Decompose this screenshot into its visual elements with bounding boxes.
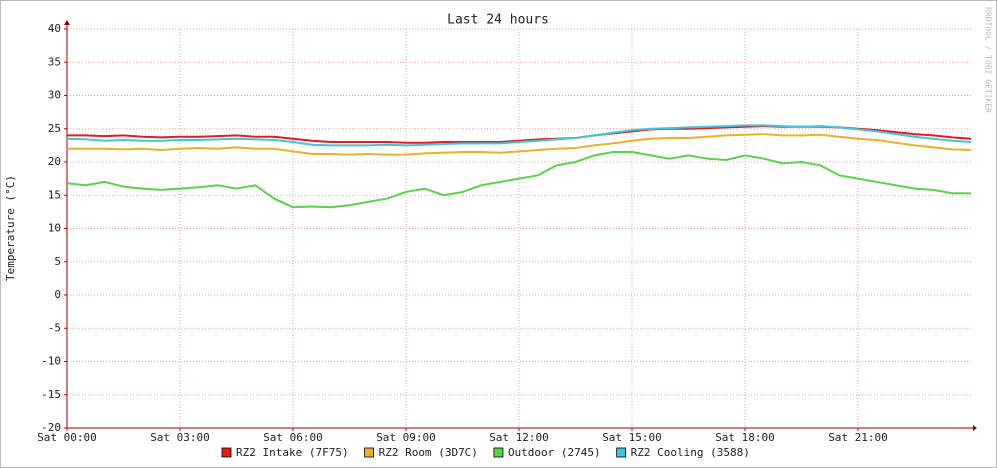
y-tick-label: 5 — [54, 255, 61, 268]
x-tick-label: Sat 03:00 — [150, 431, 210, 444]
y-tick-label: -15 — [41, 388, 61, 401]
y-tick-label: -5 — [48, 321, 61, 334]
x-tick-label: Sat 18:00 — [715, 431, 775, 444]
y-tick-label: 0 — [54, 288, 61, 301]
y-tick-label: 30 — [48, 89, 61, 102]
y-tick-label: 15 — [48, 188, 61, 201]
x-tick-label: Sat 09:00 — [376, 431, 436, 444]
y-axis-label: Temperature (°C) — [4, 175, 17, 281]
series-line — [66, 124, 972, 147]
y-tick-label: -20 — [41, 421, 61, 434]
x-tick-label: Sat 12:00 — [489, 431, 549, 444]
y-tick-label: 20 — [48, 155, 61, 168]
y-tick-label: 25 — [48, 122, 61, 135]
y-tick-label: 40 — [48, 22, 61, 35]
legend-swatch — [221, 447, 232, 458]
legend-swatch — [493, 447, 504, 458]
legend-label: Outdoor (2745) — [508, 446, 601, 459]
y-tick-label: -10 — [41, 355, 61, 368]
legend-swatch — [616, 447, 627, 458]
legend-label: RZ2 Intake (7F75) — [236, 446, 349, 459]
watermark: RRDTOOL / TOBI OETIKER — [984, 7, 993, 113]
series-line — [66, 151, 971, 209]
legend-label: RZ2 Cooling (3588) — [631, 446, 750, 459]
axis-arrow — [973, 425, 977, 431]
chart-title: Last 24 hours — [447, 13, 549, 28]
axis-arrow — [64, 20, 70, 25]
legend-label: RZ2 Room (3D7C) — [379, 446, 478, 459]
y-tick-label: 10 — [48, 222, 61, 235]
legend-swatch — [364, 447, 374, 458]
y-tick-label: 35 — [48, 55, 61, 68]
x-tick-label: Sat 06:00 — [263, 431, 323, 444]
x-tick-label: Sat 21:00 — [828, 431, 888, 444]
x-tick-label: Sat 00:00 — [37, 431, 97, 444]
x-tick-label: Sat 15:00 — [602, 431, 662, 444]
series-line — [67, 133, 972, 156]
